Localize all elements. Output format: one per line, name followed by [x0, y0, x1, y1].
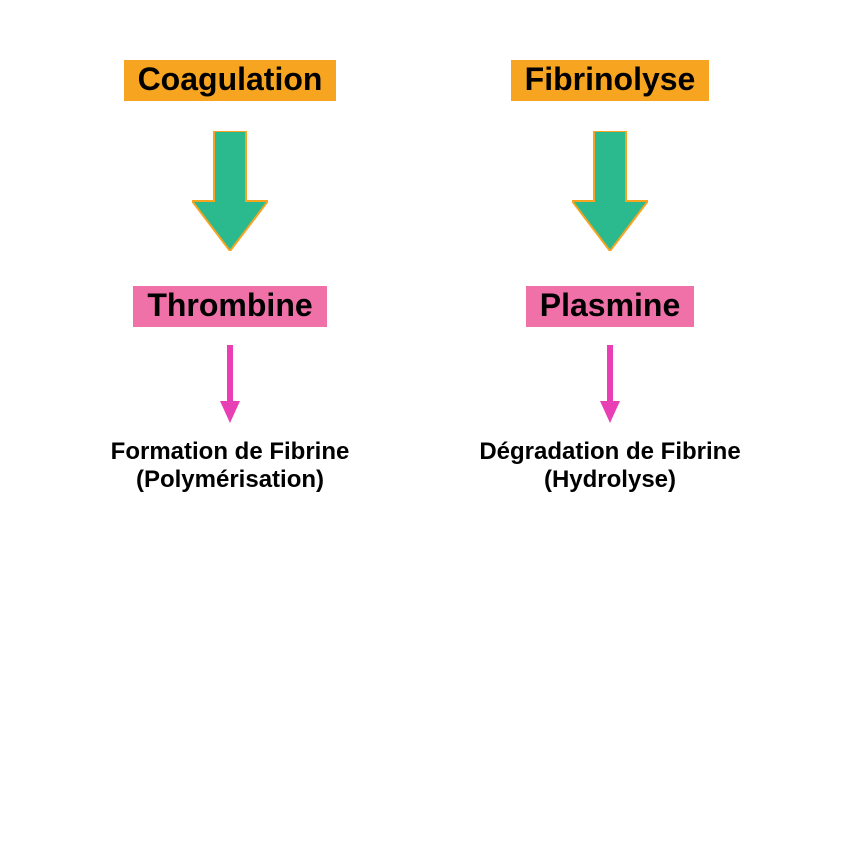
- arrow-small-right: [600, 345, 620, 428]
- text-formation-line2: (Polymérisation): [136, 466, 324, 493]
- arrow-big-left: [192, 131, 268, 256]
- box-plasmine: Plasmine: [526, 286, 695, 327]
- arrow-small-left: [220, 345, 240, 428]
- text-formation-fibrine: Formation de Fibrine (Polymérisation): [111, 438, 350, 493]
- text-formation-line1: Formation de Fibrine: [111, 438, 350, 465]
- arrow-big-right: [572, 131, 648, 256]
- column-fibrinolyse: Fibrinolyse Plasmine Dégradation de Fibr…: [450, 60, 770, 494]
- text-degradation-line1: Dégradation de Fibrine: [479, 438, 740, 465]
- box-coagulation: Coagulation: [124, 60, 337, 101]
- box-thrombine: Thrombine: [133, 286, 326, 327]
- text-degradation-fibrine: Dégradation de Fibrine (Hydrolyse): [479, 438, 740, 493]
- box-fibrinolyse: Fibrinolyse: [511, 60, 710, 101]
- column-coagulation: Coagulation Thrombine Formation de Fibri…: [70, 60, 390, 494]
- text-degradation-line2: (Hydrolyse): [544, 466, 676, 493]
